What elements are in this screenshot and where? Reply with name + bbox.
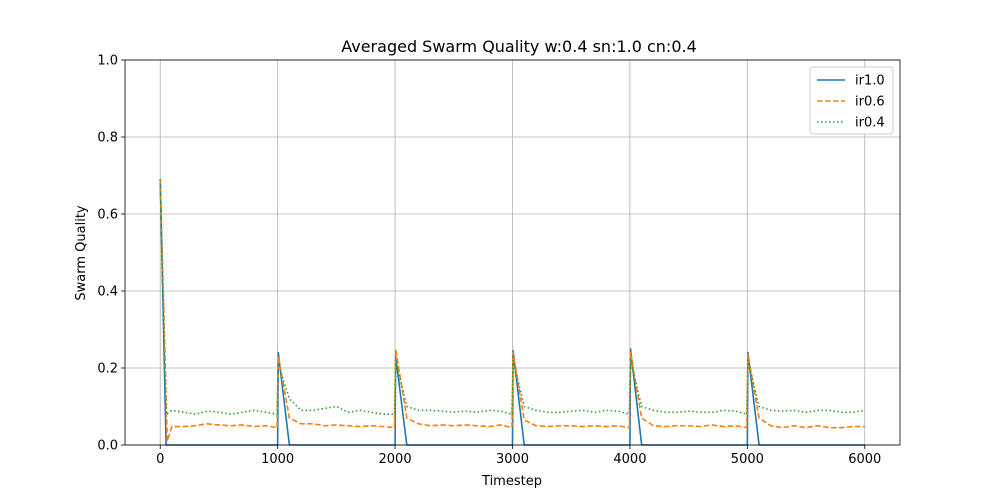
x-tick-label: 2000 (379, 452, 412, 467)
x-tick-label: 1000 (261, 452, 294, 467)
legend-label-ir0.4: ir0.4 (855, 116, 885, 131)
legend-label-ir1.0: ir1.0 (855, 74, 885, 89)
y-axis-label: Swarm Quality (74, 205, 89, 301)
x-tick-label: 0 (156, 452, 164, 467)
legend-label-ir0.6: ir0.6 (855, 95, 885, 110)
x-axis-label: Timestep (481, 474, 542, 489)
y-tick-label: 0.2 (97, 362, 118, 377)
series-lines (159, 179, 865, 446)
series-line-ir0.4 (159, 179, 865, 415)
y-tick-label: 0.6 (97, 208, 118, 223)
y-tick-label: 0.4 (97, 285, 118, 300)
y-tick-label: 1.0 (97, 54, 118, 69)
legend: ir1.0 ir0.6 ir0.4 (809, 66, 894, 135)
x-tick-label: 3000 (496, 452, 529, 467)
chart-title: Averaged Swarm Quality w:0.4 sn:1.0 cn:0… (341, 37, 697, 56)
x-tick-label: 5000 (731, 452, 764, 467)
axis-ticks: 0 1000 2000 3000 4000 5000 6000 0.0 0.2 0.4 0.6 0.8… (97, 54, 881, 468)
x-tick-label: 6000 (848, 452, 881, 467)
y-tick-label: 0.8 (97, 131, 118, 146)
y-tick-label: 0.0 (97, 439, 118, 454)
series-line-ir0.6 (159, 179, 865, 442)
x-tick-label: 4000 (613, 452, 646, 467)
legend-box (809, 66, 894, 135)
